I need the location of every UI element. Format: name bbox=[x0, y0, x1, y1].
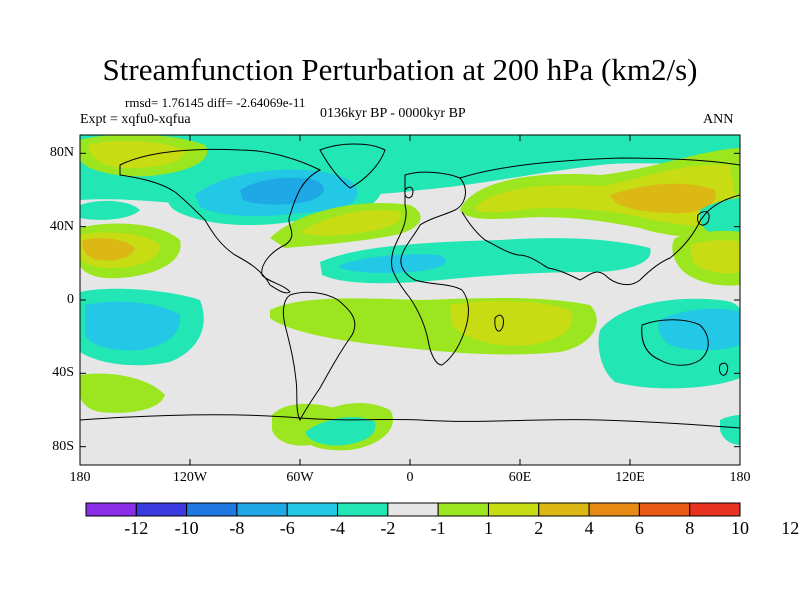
coast-japan bbox=[697, 211, 710, 226]
coast-madagascar bbox=[494, 314, 504, 332]
contour-australia-core bbox=[658, 308, 740, 351]
axis-ticks bbox=[79, 135, 741, 465]
colorbar-label: -2 bbox=[380, 518, 396, 538]
colorbar-label: -6 bbox=[279, 518, 295, 538]
colorbar-swatch bbox=[85, 502, 137, 517]
colorbar-swatch bbox=[588, 502, 640, 517]
x-tick-label: 0 bbox=[406, 470, 414, 485]
y-tick-label: 0 bbox=[67, 292, 74, 307]
coast-north-america bbox=[119, 148, 322, 294]
colorbar-swatch bbox=[236, 502, 288, 517]
x-tick-label: 60E bbox=[508, 470, 532, 485]
season-label: ANN bbox=[703, 112, 734, 127]
contour-north-pacific-ridge-peak bbox=[82, 238, 135, 261]
coast-south-america bbox=[282, 291, 356, 422]
contour-tropical-east-pacific-core bbox=[85, 301, 181, 351]
colorbar-label: 6 bbox=[634, 518, 644, 538]
contour-east-pacific-ridge-core bbox=[690, 240, 740, 274]
colorbar-swatch bbox=[286, 502, 339, 517]
x-tick-label: 120E bbox=[615, 470, 645, 485]
colorbar-label: -4 bbox=[330, 518, 346, 538]
colorbar-swatch bbox=[337, 502, 389, 517]
y-tick-label: 80S bbox=[52, 438, 74, 454]
x-tick-label: 180 bbox=[729, 470, 751, 485]
coast-uk bbox=[404, 186, 414, 199]
colorbar-label: 4 bbox=[584, 518, 594, 538]
coast-antarctica bbox=[80, 414, 740, 429]
coast-australia bbox=[641, 319, 709, 366]
colorbar bbox=[85, 502, 741, 517]
contour-arctic-west-core bbox=[88, 140, 185, 168]
coast-europe-africa bbox=[391, 171, 469, 366]
contour-nw-pacific bbox=[700, 198, 740, 239]
contour-atlantic-ridge-core bbox=[300, 210, 401, 236]
period-label: 0136kyr BP - 0000kyr BP bbox=[320, 106, 466, 121]
colorbar-label: -12 bbox=[124, 518, 149, 538]
colorbar-label: 12 bbox=[781, 518, 800, 538]
contour-southern-ocean-cyan bbox=[305, 417, 376, 446]
y-tick-label: 40N bbox=[49, 218, 74, 234]
contour-southeast-cyan bbox=[720, 415, 740, 445]
colorbar-label: -10 bbox=[174, 518, 199, 538]
colorbar-label: 1 bbox=[483, 518, 493, 538]
coast-asia bbox=[459, 157, 740, 286]
colorbar-swatch bbox=[437, 502, 489, 517]
y-tick-label: 80N bbox=[49, 145, 74, 161]
contour-field bbox=[80, 135, 740, 451]
contour-subtropical-band-core bbox=[340, 254, 446, 273]
colorbar-label: -1 bbox=[430, 518, 446, 538]
colorbar-label: 2 bbox=[534, 518, 544, 538]
colorbar-swatch bbox=[387, 502, 439, 517]
coastlines bbox=[80, 143, 740, 429]
figure-title: Streamfunction Perturbation at 200 hPa (… bbox=[102, 52, 698, 87]
colorbar-label: -8 bbox=[229, 518, 245, 538]
colorbar-swatch bbox=[135, 502, 188, 517]
colorbar-swatch bbox=[689, 502, 741, 517]
colorbar-label: 8 bbox=[685, 518, 695, 538]
contour-pacific-lobe-west bbox=[80, 200, 140, 220]
colorbar-label: 10 bbox=[731, 518, 749, 538]
coast-greenland bbox=[319, 143, 386, 189]
contour-eurasian-ridge-peak bbox=[610, 183, 716, 214]
contour-tropical-africa-core bbox=[450, 300, 573, 346]
colorbar-swatch bbox=[487, 502, 540, 517]
contour-south-pacific-ring bbox=[80, 373, 165, 413]
coast-new-zealand bbox=[719, 362, 729, 376]
stats-label: rmsd= 1.76145 diff= -2.64069e-11 bbox=[125, 95, 306, 110]
experiment-label: Expt = xqfu0-xqfua bbox=[80, 112, 191, 127]
y-tick-label: 40S bbox=[52, 365, 74, 381]
colorbar-swatch bbox=[638, 502, 691, 517]
colorbar-swatch bbox=[186, 502, 238, 517]
x-tick-label: 120W bbox=[172, 470, 208, 485]
x-tick-label: 180 bbox=[69, 470, 91, 485]
colorbar-swatch bbox=[538, 502, 590, 517]
x-tick-label: 60W bbox=[286, 470, 314, 485]
